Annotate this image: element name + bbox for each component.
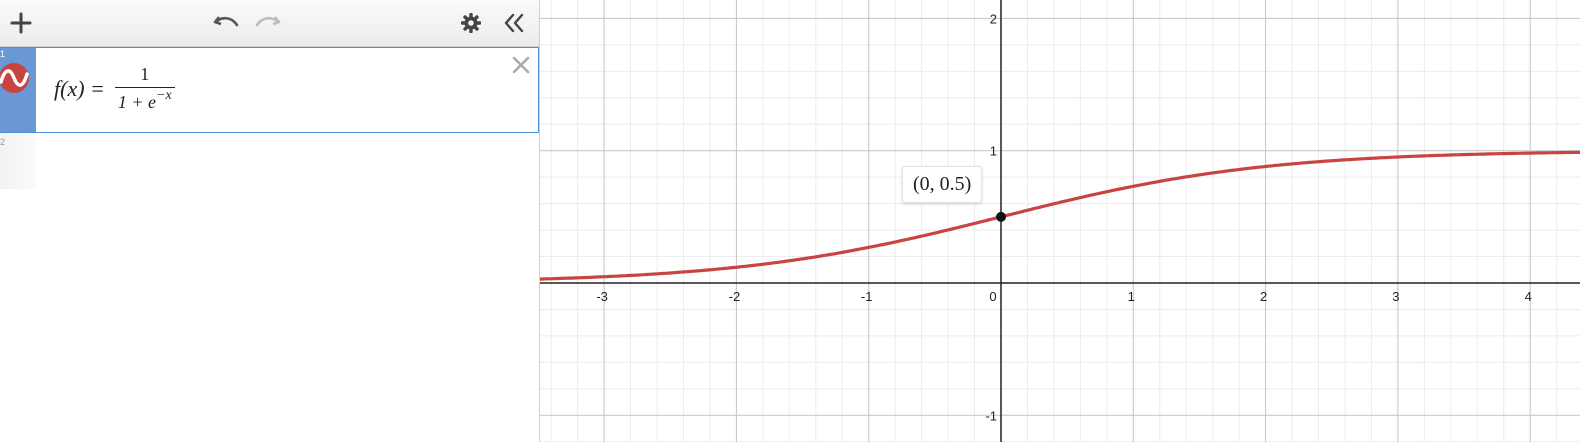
x-tick-label: 2 (1260, 289, 1267, 304)
formula-numerator: 1 (140, 64, 150, 84)
expression-list: 1 f(x) = 1 1 + e−x 2 (0, 47, 539, 189)
x-tick-label: 3 (1392, 289, 1399, 304)
expression-row-2[interactable]: 2 (0, 133, 539, 189)
point-coordinate-label[interactable]: (0, 0.5) (902, 166, 983, 203)
undo-icon (213, 16, 239, 27)
add-expression-button[interactable] (6, 0, 36, 46)
graph-paper[interactable]: -3 -2 -1 0 1 2 3 4 2 1 -1 (540, 0, 1580, 442)
expression-index: 1 (0, 49, 6, 59)
expression-color-tab[interactable]: 1 (0, 48, 36, 132)
settings-button[interactable] (456, 0, 486, 46)
x-tick-label: -3 (596, 289, 608, 304)
expression-empty-tab: 2 (0, 133, 36, 189)
formula-denominator-base: 1 + e (117, 92, 157, 112)
redo-icon (255, 16, 281, 27)
y-tick-label: -1 (985, 408, 997, 423)
redo-button[interactable] (252, 0, 284, 46)
expression-toolbar (0, 0, 539, 47)
formula-denominator: 1 + e−x (114, 87, 175, 113)
x-tick-label: 4 (1525, 289, 1532, 304)
function-curve (540, 150, 1580, 281)
plus-icon (10, 12, 32, 34)
y-tick-label: 1 (990, 144, 997, 159)
undo-button[interactable] (210, 0, 242, 46)
y-tick-label: 2 (990, 11, 997, 26)
formula-exponent: −x (156, 88, 172, 103)
x-tick-label: -2 (729, 289, 741, 304)
expression-index: 2 (0, 137, 6, 147)
formula-fraction: 1 1 + e−x (114, 64, 175, 113)
expression-formula[interactable]: f(x) = 1 1 + e−x (54, 64, 175, 113)
double-chevron-left-icon (504, 13, 524, 33)
expression-sidebar: 1 f(x) = 1 1 + e−x 2 (0, 0, 540, 442)
graph-canvas[interactable]: -3 -2 -1 0 1 2 3 4 2 1 -1 (540, 0, 1580, 442)
expression-row-1[interactable]: 1 f(x) = 1 1 + e−x (0, 47, 539, 133)
curve-style-icon[interactable] (0, 62, 32, 94)
x-tick-label: -1 (861, 289, 873, 304)
gear-icon (461, 13, 481, 33)
delete-expression-icon[interactable] (510, 54, 532, 76)
x-tick-label: 1 (1128, 289, 1135, 304)
collapse-sidebar-button[interactable] (498, 0, 530, 46)
x-tick-label: 0 (989, 289, 996, 304)
formula-lhs: f(x) = (54, 75, 105, 101)
function-point[interactable] (996, 211, 1006, 222)
